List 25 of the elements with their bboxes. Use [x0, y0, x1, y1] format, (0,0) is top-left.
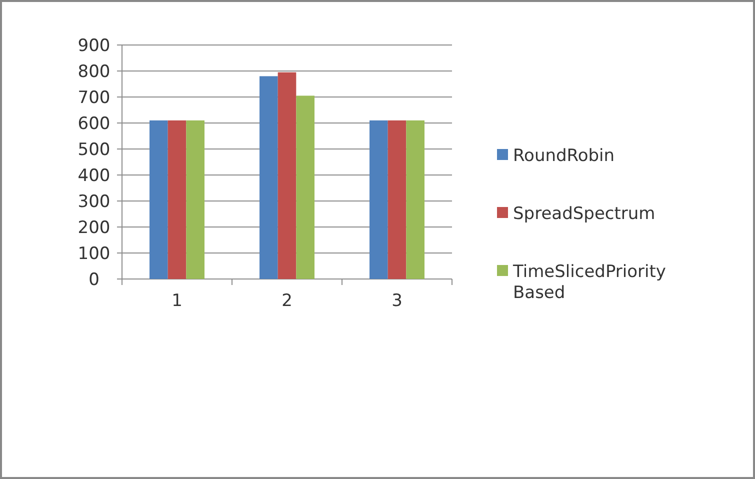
- y-tick-label: 500: [78, 140, 110, 160]
- y-tick-label: 400: [78, 166, 110, 186]
- y-tick-label: 300: [78, 192, 110, 212]
- bar: [406, 120, 424, 279]
- x-tick-label: 2: [282, 291, 292, 311]
- y-tick-label: 200: [78, 218, 110, 238]
- y-tick-label: 0: [88, 270, 100, 290]
- legend-label: SpreadSpectrum: [513, 204, 656, 224]
- bar: [370, 120, 388, 279]
- bar: [260, 76, 278, 279]
- bar: [388, 120, 406, 279]
- bar: [168, 120, 186, 279]
- bar: [150, 120, 168, 279]
- y-tick-label: 700: [78, 88, 110, 108]
- legend-label: TimeSlicedPriority Based: [512, 262, 666, 304]
- bar: [278, 72, 296, 279]
- x-tick-label: 3: [392, 291, 402, 311]
- bar: [186, 120, 204, 279]
- bar: [296, 96, 314, 279]
- y-tick-label: 100: [78, 244, 110, 264]
- y-tick-label: 600: [78, 114, 110, 134]
- y-tick-label: 900: [78, 36, 110, 56]
- legend-label: RoundRobin: [513, 146, 615, 166]
- x-tick-label: 1: [172, 291, 182, 311]
- y-tick-label: 800: [78, 62, 110, 82]
